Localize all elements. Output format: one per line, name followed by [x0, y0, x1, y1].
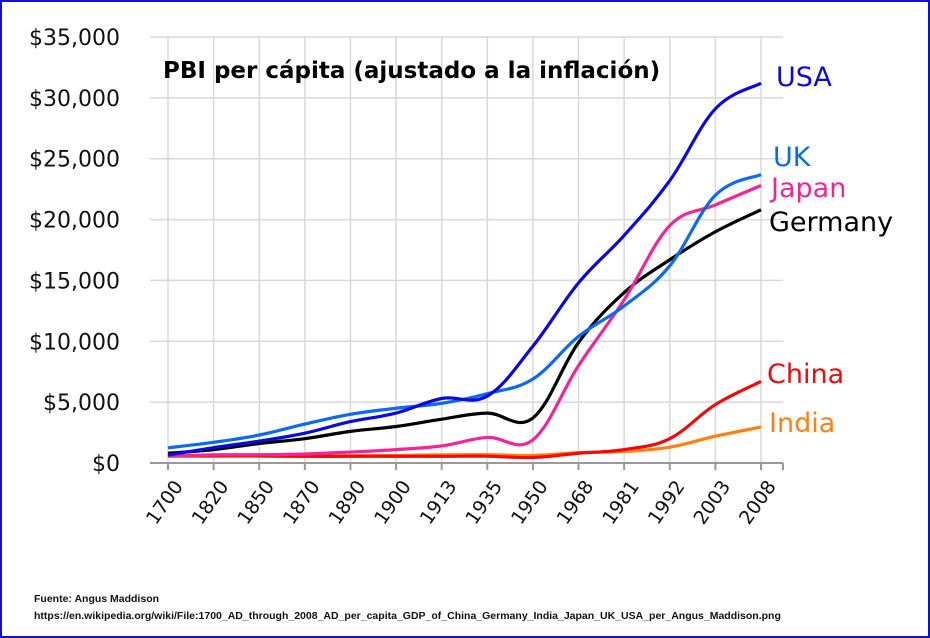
- x-tick-label: 1890: [324, 476, 370, 528]
- series-label-china: China: [767, 359, 844, 390]
- series-lines: [167, 81, 762, 460]
- y-tick-label: $15,000: [29, 269, 120, 294]
- series-label-japan: Japan: [769, 173, 846, 204]
- y-tick-label: $10,000: [29, 330, 120, 355]
- grid: [150, 36, 783, 463]
- x-tick-label: 1935: [461, 476, 507, 528]
- x-tick-label: 1992: [644, 476, 690, 528]
- y-tick-label: $20,000: [29, 209, 120, 234]
- x-tick-label: 2003: [689, 476, 735, 528]
- source-url[interactable]: https://en.wikipedia.org/wiki/File:1700_…: [34, 610, 781, 622]
- y-axis-ticks: $0 $5,000 $10,000 $15,000 $20,000 $25,000 $30,…: [29, 26, 120, 477]
- series-label-usa: USA: [776, 62, 832, 93]
- y-tick-label: $0: [92, 452, 120, 477]
- series-label-uk: UK: [773, 142, 812, 173]
- x-tick-label: 2008: [735, 476, 781, 528]
- x-tick-label: 1981: [598, 476, 644, 528]
- x-tick-label: 1900: [370, 476, 416, 528]
- series-label-india: India: [769, 408, 835, 439]
- x-tick-label: 1820: [188, 476, 234, 528]
- x-tick-label: 1850: [233, 476, 279, 528]
- series-line-usa: [167, 81, 762, 457]
- source-credit: Fuente: Angus Maddison: [34, 593, 160, 605]
- y-tick-label: $30,000: [29, 87, 120, 112]
- series-label-germany: Germany: [769, 207, 893, 238]
- x-tick-label: 1950: [507, 476, 553, 528]
- x-tick-label: 1968: [553, 476, 599, 528]
- y-tick-label: $5,000: [43, 391, 120, 416]
- x-tick-label: 1913: [416, 476, 462, 528]
- x-tick-label: 1870: [279, 476, 325, 528]
- y-tick-label: $35,000: [29, 26, 120, 51]
- y-tick-label: $25,000: [29, 148, 120, 173]
- x-tick-label: 1700: [142, 476, 188, 528]
- x-axis: 1700 1820 1850 1870 1890 1900 1913 1935 1950 1968…: [142, 462, 784, 529]
- series-line-germany: [167, 208, 762, 455]
- series-line-uk: [167, 173, 762, 450]
- series-line-japan: [167, 184, 762, 458]
- chart-title: PBI per cápita (ajustado a la inflación): [163, 58, 660, 84]
